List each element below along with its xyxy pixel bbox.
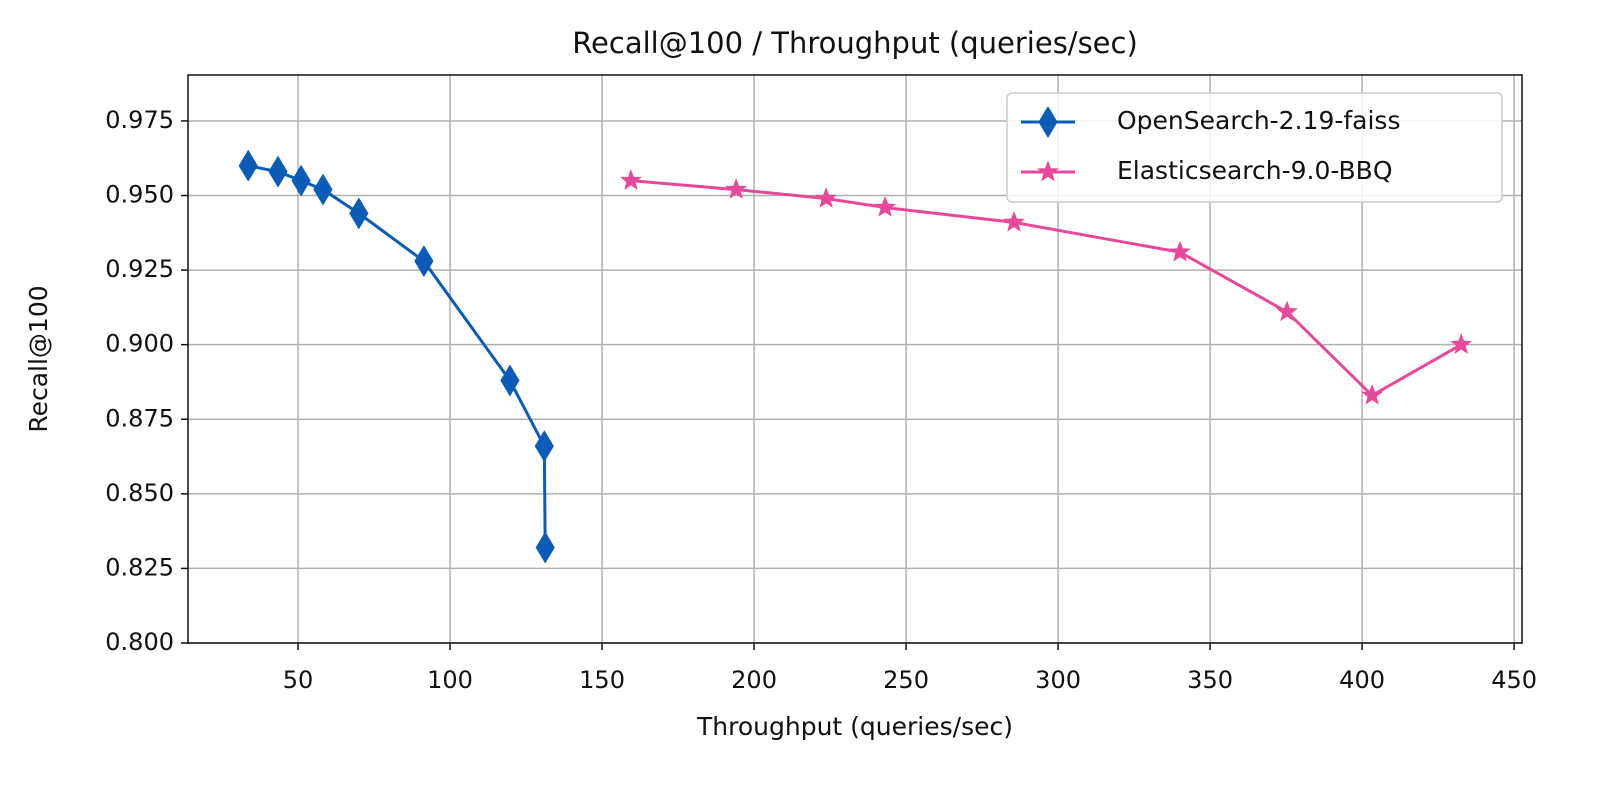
data-point [725, 178, 747, 199]
data-point [313, 173, 333, 206]
data-point [349, 197, 369, 230]
data-point [620, 169, 642, 190]
x-tick-label: 50 [283, 666, 314, 694]
x-axis-label: Throughput (queries/sec) [696, 712, 1013, 741]
y-tick-label: 0.850 [105, 479, 174, 507]
data-point [535, 531, 555, 564]
y-tick-label: 0.900 [105, 330, 174, 358]
data-point [1169, 240, 1191, 262]
data-point [238, 149, 258, 182]
data-point [414, 245, 434, 278]
y-tick-label: 0.800 [105, 628, 174, 656]
legend-marker [1038, 106, 1058, 138]
x-tick-label: 450 [1491, 666, 1537, 694]
legend-label: Elasticsearch-9.0-BBQ [1117, 156, 1393, 185]
series-line [247, 164, 547, 548]
x-tick-label: 400 [1339, 666, 1385, 694]
x-tick-label: 350 [1187, 666, 1233, 694]
data-point [1276, 300, 1298, 322]
data-point [874, 196, 896, 217]
x-tick-label: 100 [427, 666, 473, 694]
y-tick-label: 0.825 [105, 553, 174, 581]
y-tick-label: 0.875 [105, 404, 174, 432]
data-point [815, 187, 837, 208]
data-point [500, 364, 520, 397]
y-tick-label: 0.925 [105, 255, 174, 283]
legend-box [1006, 92, 1503, 203]
legend-marker [1037, 160, 1059, 182]
y-tick-label: 0.975 [105, 106, 174, 134]
data-point [268, 155, 288, 188]
data-point [291, 164, 311, 197]
x-tick-label: 300 [1035, 666, 1081, 694]
series-line [630, 179, 1462, 398]
x-tick-label: 150 [579, 666, 625, 694]
y-tick-label: 0.950 [105, 181, 174, 209]
data-point [534, 430, 554, 463]
x-tick-label: 250 [883, 666, 929, 694]
data-point [1450, 333, 1473, 354]
y-axis-label: Recall@100 [24, 285, 53, 432]
x-tick-label: 200 [731, 666, 777, 694]
data-point [1361, 383, 1383, 405]
plot-frame [187, 74, 1523, 644]
legend-label: OpenSearch-2.19-faiss [1117, 106, 1400, 135]
chart-title: Recall@100 / Throughput (queries/sec) [572, 26, 1138, 60]
data-point [1003, 210, 1025, 232]
